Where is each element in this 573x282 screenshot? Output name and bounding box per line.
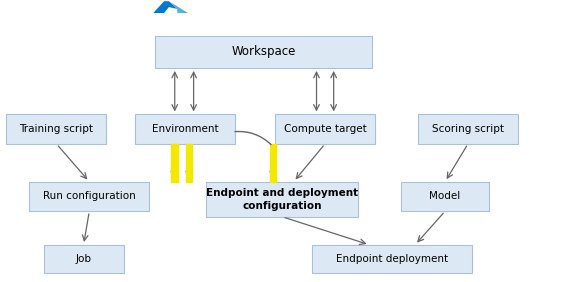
Text: Run configuration: Run configuration [43, 191, 136, 201]
Text: Model: Model [430, 191, 461, 201]
FancyBboxPatch shape [155, 36, 372, 68]
FancyBboxPatch shape [44, 245, 124, 273]
FancyBboxPatch shape [418, 114, 518, 144]
Polygon shape [153, 1, 177, 13]
Bar [270, 144, 277, 182]
Bar [171, 144, 178, 182]
Text: Environment: Environment [152, 124, 218, 134]
FancyBboxPatch shape [275, 114, 375, 144]
FancyBboxPatch shape [312, 245, 472, 273]
Text: Job: Job [76, 254, 92, 264]
FancyBboxPatch shape [206, 182, 358, 217]
Text: Workspace: Workspace [231, 45, 296, 58]
FancyBboxPatch shape [6, 114, 107, 144]
Text: Scoring script: Scoring script [432, 124, 504, 134]
FancyBboxPatch shape [135, 114, 235, 144]
Text: Training script: Training script [19, 124, 93, 134]
Bar [186, 144, 193, 182]
Polygon shape [169, 1, 188, 13]
Text: Compute target: Compute target [284, 124, 367, 134]
FancyBboxPatch shape [29, 182, 150, 211]
Text: Endpoint deployment: Endpoint deployment [336, 254, 448, 264]
FancyBboxPatch shape [401, 182, 489, 211]
Text: Endpoint and deployment
configuration: Endpoint and deployment configuration [206, 188, 358, 211]
